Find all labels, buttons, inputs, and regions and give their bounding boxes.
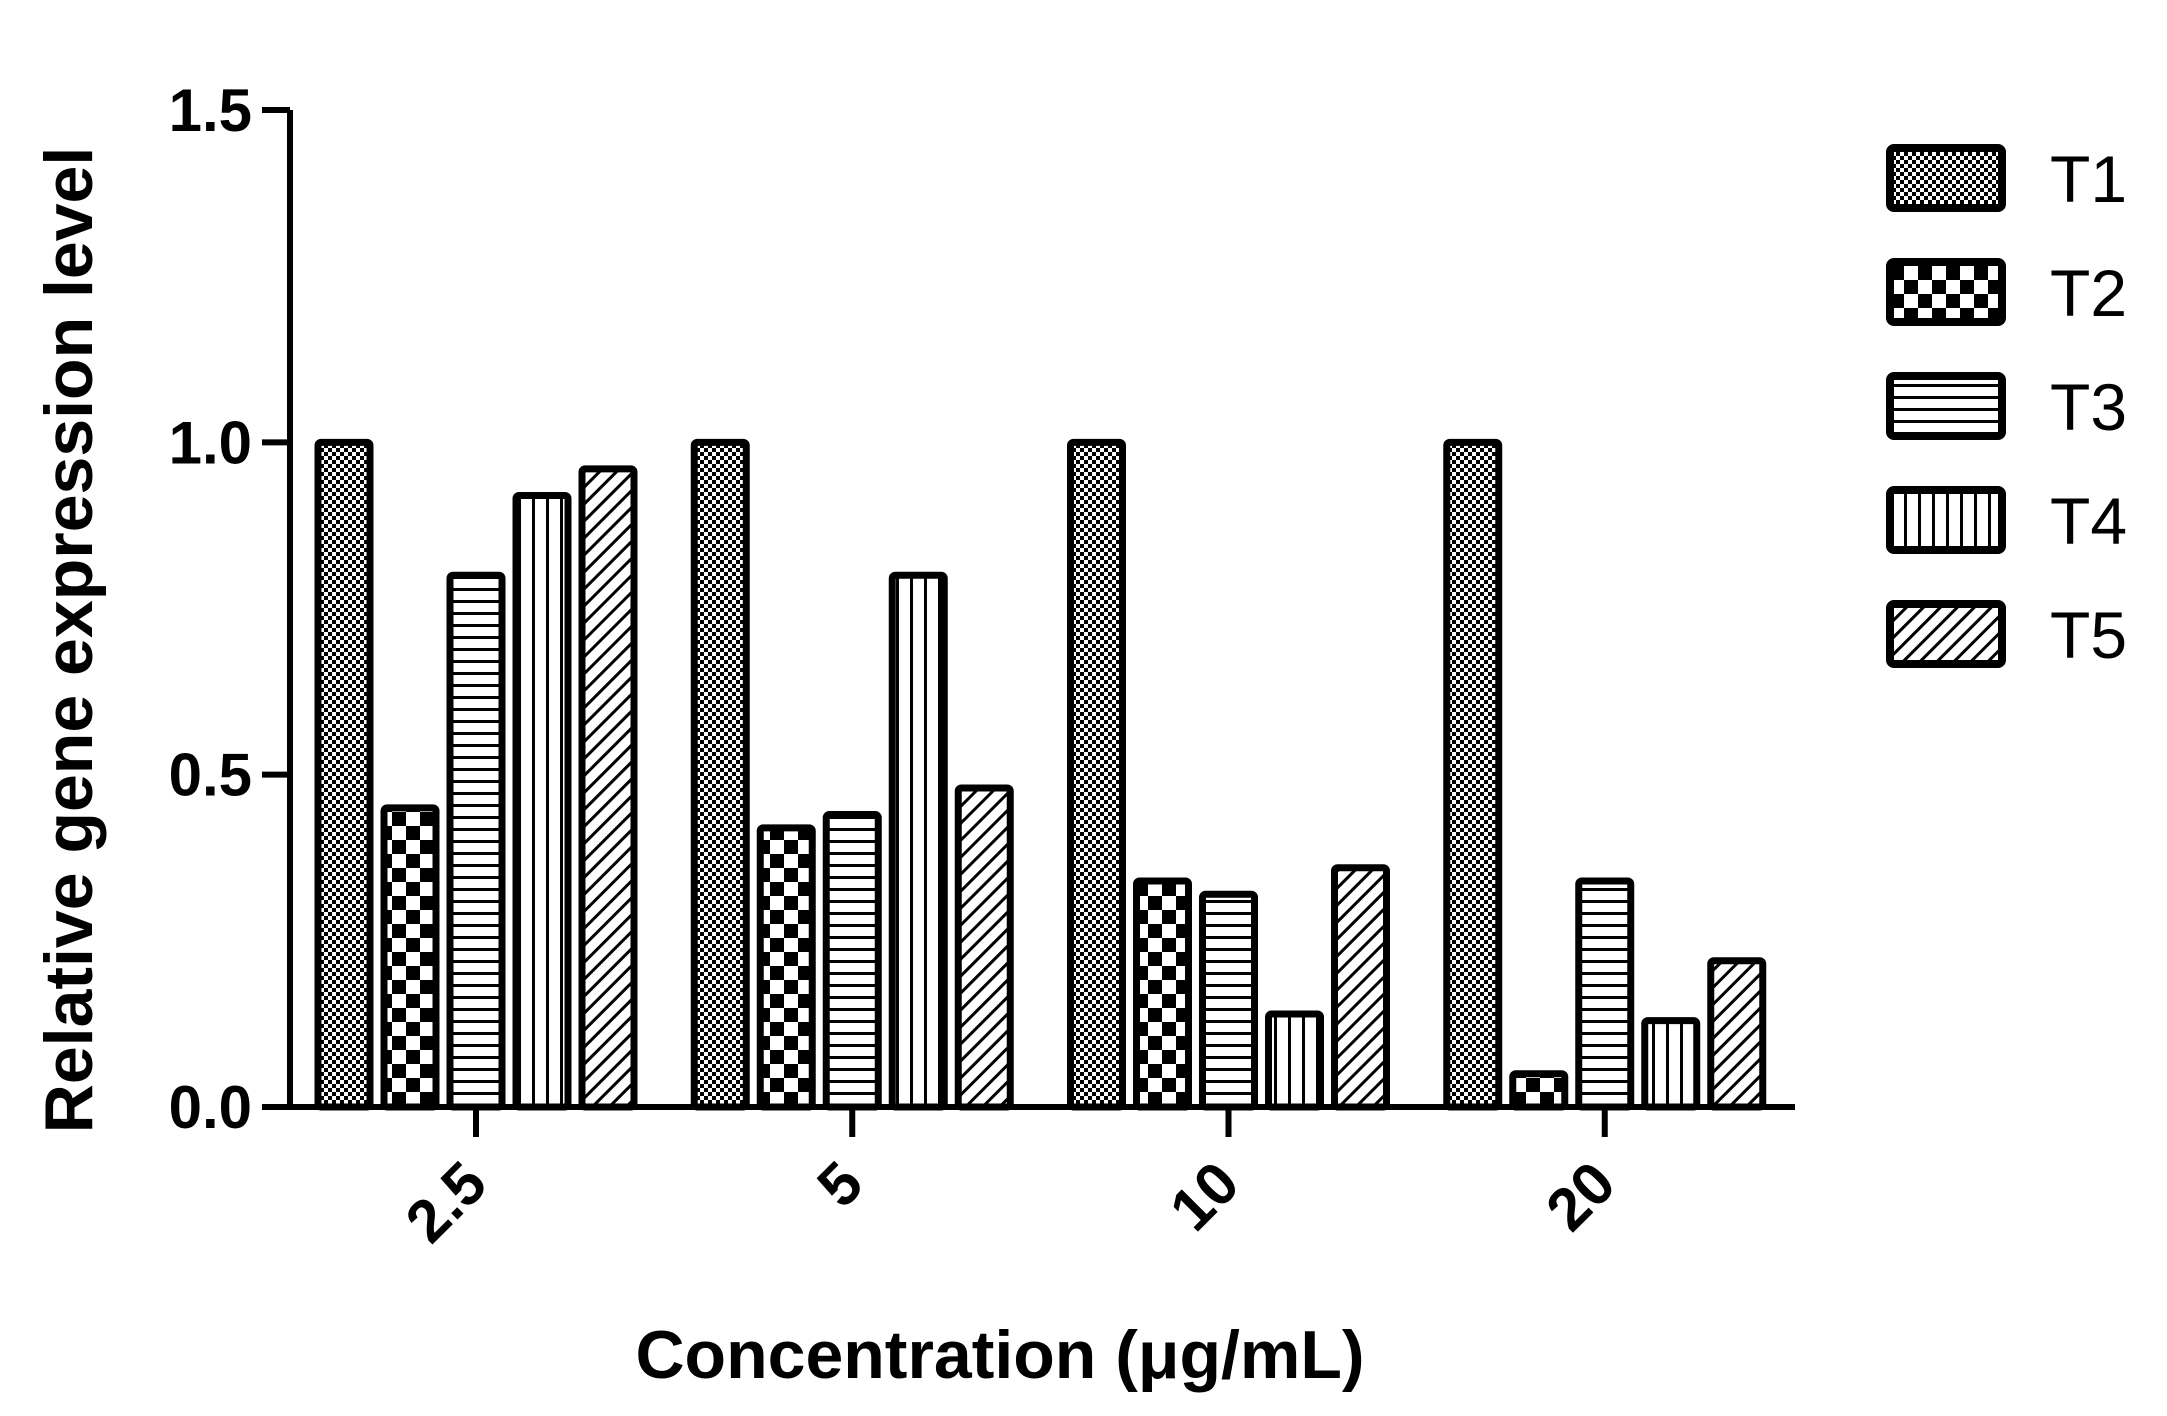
bar-t5-2_5 [578,465,638,1111]
bar-t2-20 [1509,1070,1569,1111]
bar-t1-20 [1443,438,1503,1111]
x-axis-title: Concentration (μg/mL) [635,1317,1364,1393]
x-tick-label: 10 [1157,1149,1252,1244]
bars-group [314,438,1767,1111]
bar-t1-2_5 [314,438,374,1111]
legend-swatch-t2 [1886,258,2006,326]
legend-swatch-t1 [1886,144,2006,212]
x-ticks: 2.5 5 10 20 [393,1107,1628,1255]
x-tick-label: 20 [1533,1149,1628,1244]
y-axis-title: Relative gene expression level [31,147,107,1134]
bar-t4-10 [1265,1010,1324,1111]
bar-t2-5 [756,824,816,1111]
bar-t5-10 [1331,864,1390,1111]
legend-swatch-t3 [1886,372,2006,440]
legend-label-t1: T1 [2050,142,2127,216]
y-tick-label: 0.0 [169,1074,252,1141]
bar-t5-20 [1707,957,1767,1111]
bar-t3-5 [822,811,882,1111]
x-tick-label: 2.5 [393,1149,499,1255]
legend-label-t2: T2 [2050,256,2127,330]
bar-t5-5 [954,784,1014,1111]
bar-t4-5 [888,571,948,1111]
legend: T1 T2 T3 T4 T5 [1886,142,2127,672]
bar-t4-2_5 [512,492,572,1111]
y-tick-label: 1.0 [169,409,252,476]
legend-swatch-t4 [1886,486,2006,554]
bar-t4-20 [1641,1017,1701,1111]
y-ticks: 0.0 0.5 1.0 1.5 [169,77,290,1141]
bar-t3-2_5 [446,571,506,1111]
legend-label-t3: T3 [2050,370,2127,444]
bar-t3-20 [1575,877,1635,1111]
y-tick-label: 1.5 [169,77,252,144]
bar-t1-5 [690,438,750,1111]
legend-label-t5: T5 [2050,598,2127,672]
bar-t2-10 [1133,877,1192,1111]
y-tick-label: 0.5 [169,742,252,809]
x-tick-label: 5 [804,1149,875,1220]
bar-t3-10 [1199,890,1258,1111]
bar-t1-10 [1067,438,1126,1111]
bar-t2-2_5 [380,804,440,1111]
legend-label-t4: T4 [2050,484,2127,558]
legend-swatch-t5 [1886,600,2006,668]
axes [287,110,1795,1110]
